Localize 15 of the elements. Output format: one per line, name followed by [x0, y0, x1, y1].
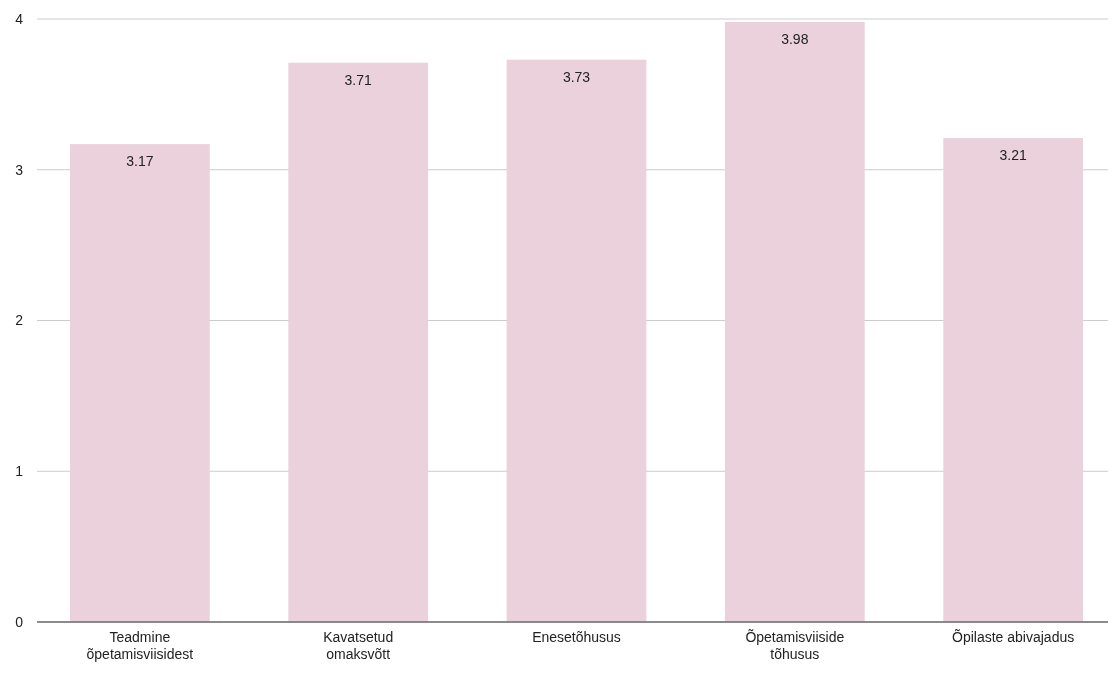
x-tick-label: Enesetõhusus	[532, 629, 621, 645]
x-tick-label: Kavatsetud omaksvõtt	[323, 629, 394, 662]
data-label: 3.21	[999, 147, 1027, 164]
data-label: 3.71	[344, 71, 373, 88]
x-tick-label: Õpilaste abivajadus	[952, 629, 1075, 645]
y-tick-label: 3	[15, 161, 24, 178]
x-tick-label: Teadmine õpetamisviisidest	[86, 629, 194, 662]
x-tick-label: Õpetamisviiside tõhusus	[745, 629, 845, 662]
data-label: 3.73	[562, 68, 591, 85]
y-tick-label: 0	[15, 613, 24, 630]
data-label: 3.17	[126, 153, 154, 170]
y-tick-label: 1	[15, 463, 24, 480]
y-tick-label: 2	[15, 312, 24, 329]
y-tick-label: 4	[15, 10, 24, 27]
data-label: 3.98	[781, 31, 809, 48]
